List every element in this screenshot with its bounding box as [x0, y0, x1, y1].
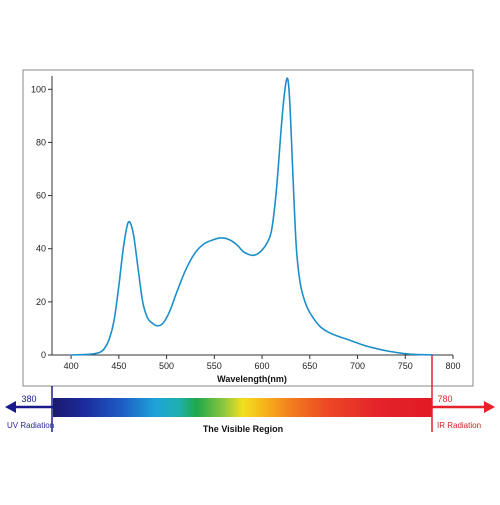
ir-radiation-label: IR Radiation — [437, 421, 481, 430]
region-end-label: 780 — [437, 394, 452, 404]
y-axis: 0 20 40 60 80 100 — [31, 76, 53, 360]
x-tick-label: 600 — [255, 361, 270, 371]
y-tick-label: 100 — [31, 84, 46, 94]
uv-radiation-label: UV Radiation — [7, 421, 54, 430]
x-tick-label: 550 — [207, 361, 222, 371]
x-axis: 400 450 500 550 600 650 700 750 800 — [52, 354, 461, 371]
ir-arrow-head — [484, 401, 495, 413]
y-tick-label: 0 — [41, 350, 46, 360]
y-tick-label: 60 — [36, 191, 46, 201]
region-start-label: 380 — [21, 394, 36, 404]
x-axis-title: Wavelength(nm) — [217, 374, 287, 384]
x-tick-label: 450 — [111, 361, 126, 371]
x-tick-label: 750 — [398, 361, 413, 371]
spectrum-series-line — [70, 77, 435, 356]
visible-region-bar: 380 780 UV Radiation IR Radiation The Vi… — [5, 355, 495, 434]
spectrum-band — [53, 398, 432, 417]
plot-frame — [22, 69, 474, 387]
x-tick-label: 650 — [302, 361, 317, 371]
x-tick-label: 500 — [159, 361, 174, 371]
y-tick-label: 80 — [36, 137, 46, 147]
visible-region-title: The Visible Region — [203, 424, 283, 434]
x-tick-label: 800 — [445, 361, 460, 371]
x-tick-label: 700 — [350, 361, 365, 371]
y-tick-label: 20 — [36, 297, 46, 307]
x-tick-label: 400 — [64, 361, 79, 371]
y-tick-label: 40 — [36, 244, 46, 254]
plot-area — [70, 77, 435, 356]
uv-arrow-head — [5, 401, 16, 413]
